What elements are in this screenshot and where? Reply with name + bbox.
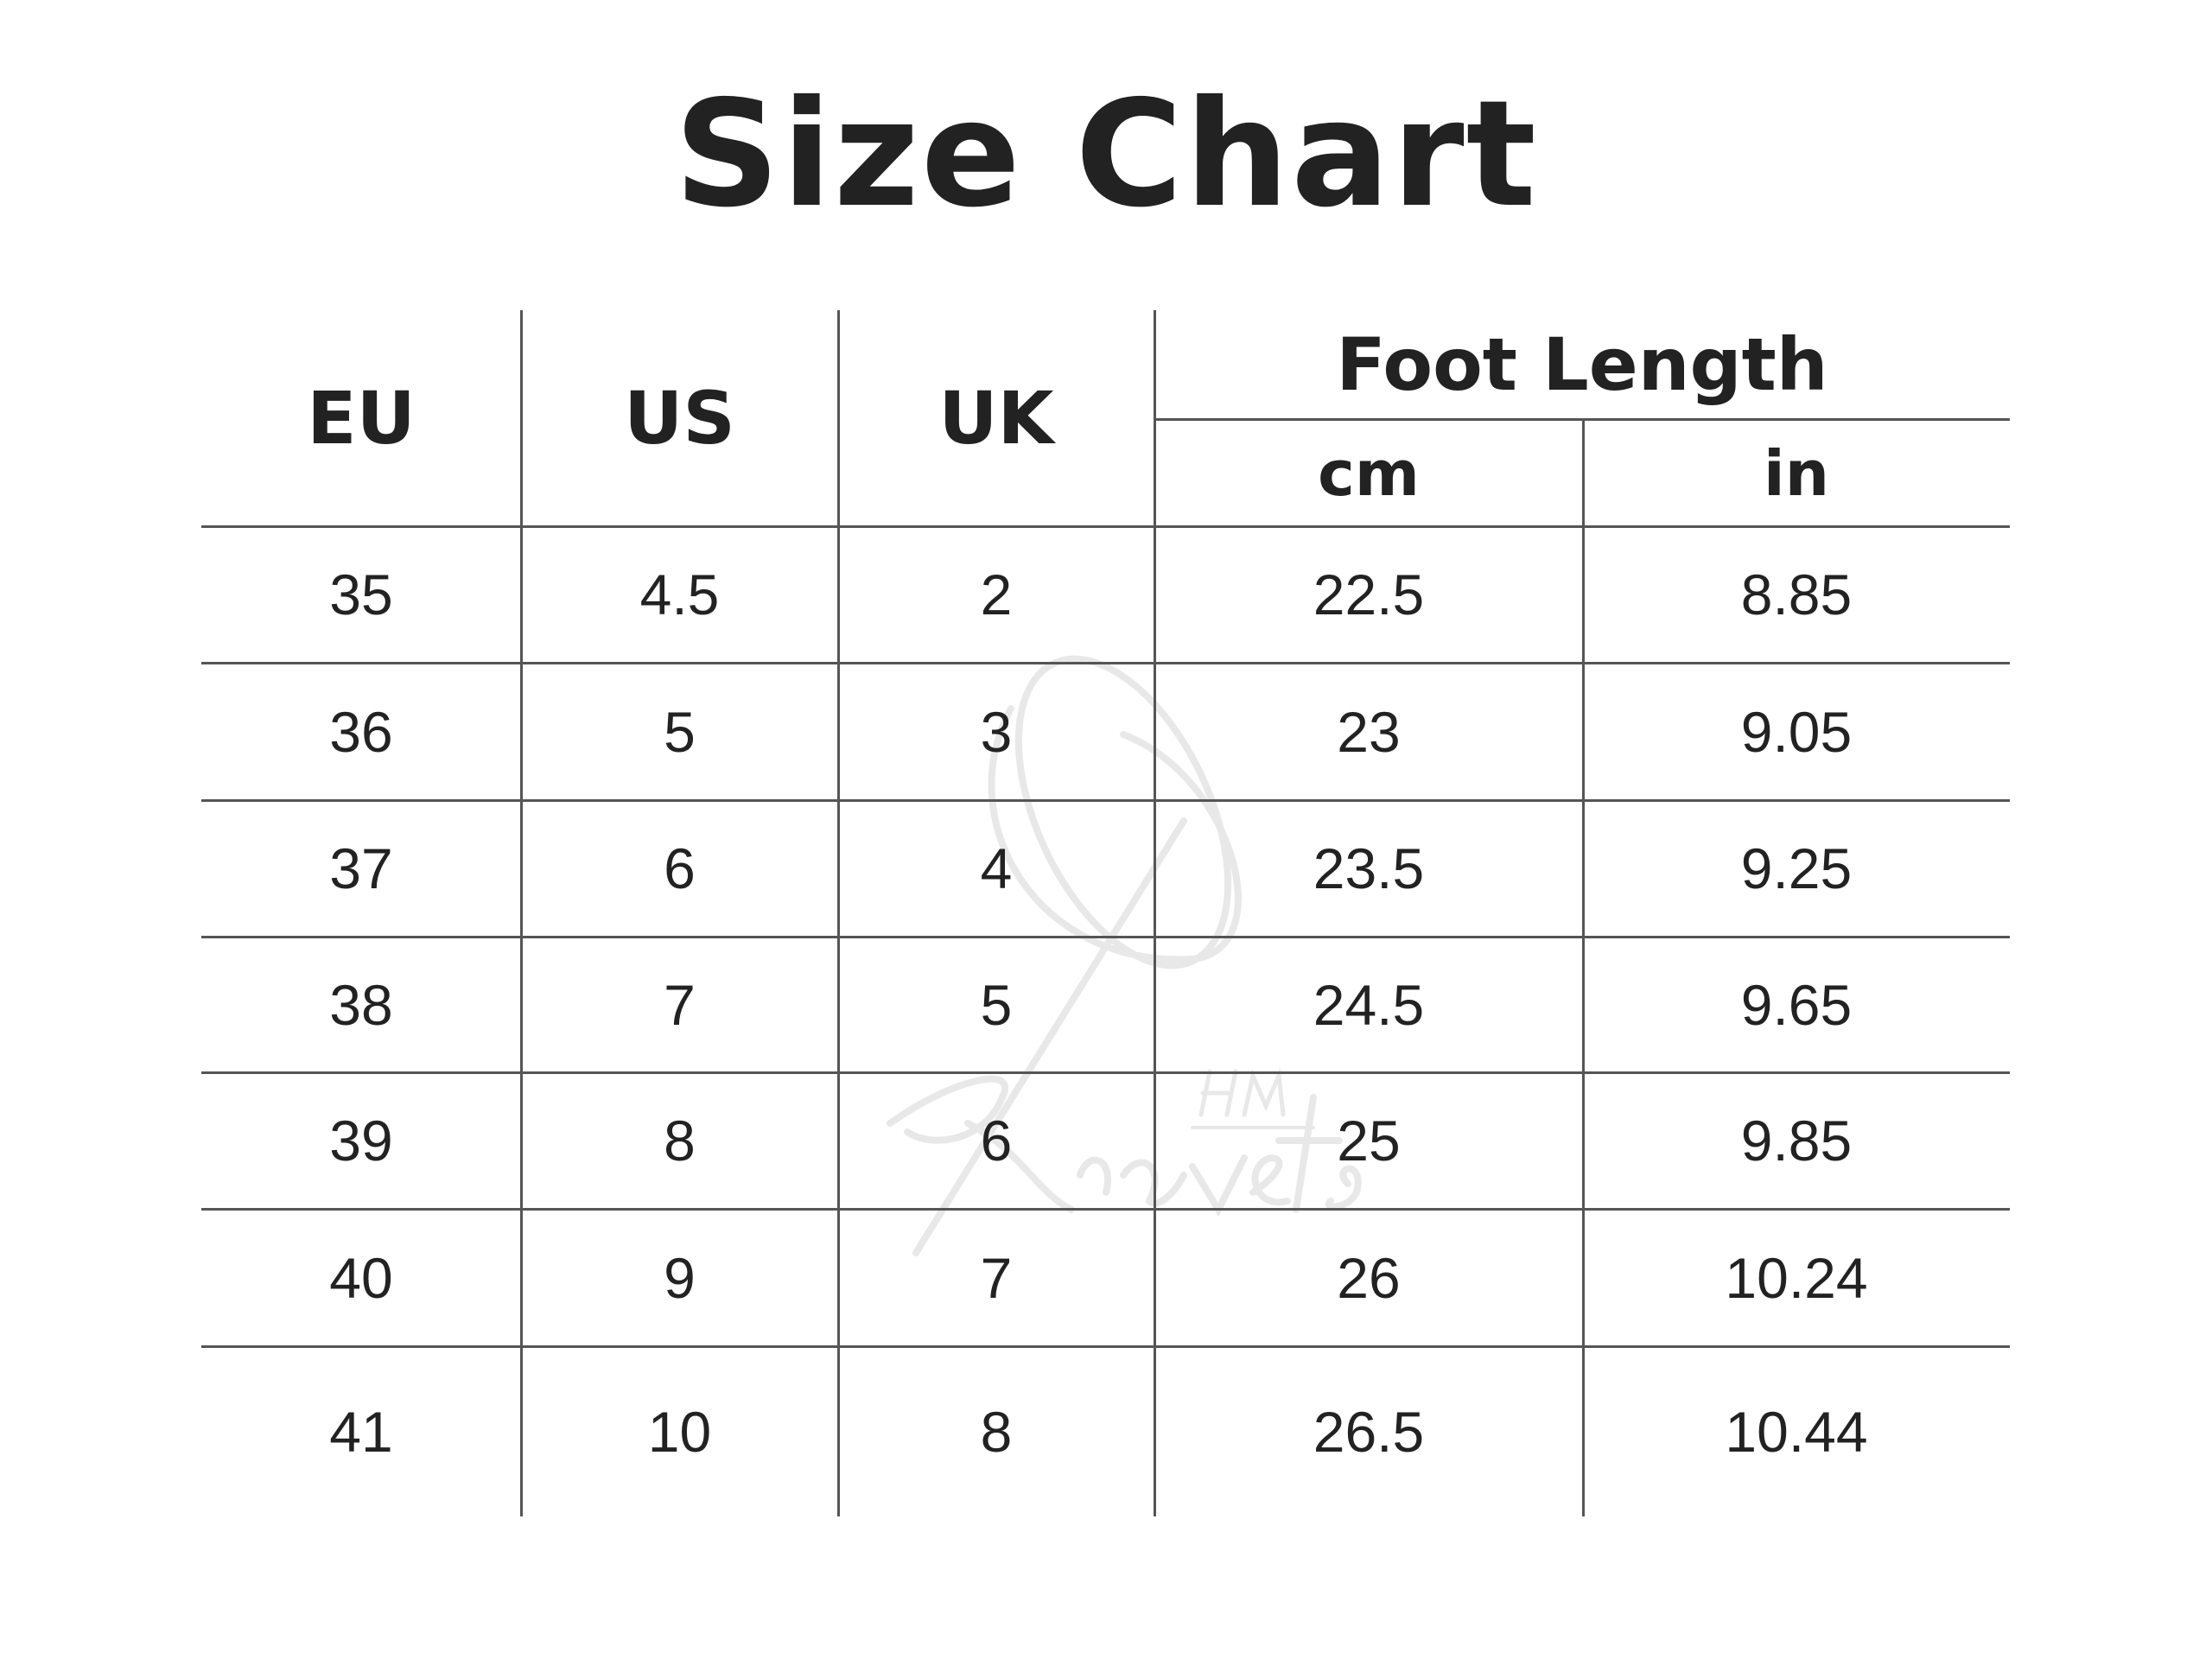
cell-us: 10 xyxy=(647,1399,712,1464)
cell-in: 9.65 xyxy=(1740,972,1853,1037)
cell-uk: 5 xyxy=(980,972,1013,1037)
header-us: US xyxy=(624,376,735,461)
cell-eu: 36 xyxy=(329,699,393,764)
row-divider xyxy=(201,1345,2010,1348)
cell-eu: 41 xyxy=(329,1399,393,1464)
cell-in: 9.25 xyxy=(1740,836,1853,900)
column-divider xyxy=(1154,310,1156,1516)
cell-us: 6 xyxy=(664,836,696,900)
column-divider xyxy=(1582,419,1585,1516)
cell-cm: 24.5 xyxy=(1313,972,1425,1037)
cell-cm: 23 xyxy=(1337,699,1401,764)
cell-in: 9.85 xyxy=(1740,1109,1853,1173)
row-divider xyxy=(201,1071,2010,1074)
header-uk: UK xyxy=(938,376,1054,461)
column-divider xyxy=(520,310,523,1516)
cell-eu: 40 xyxy=(329,1245,393,1310)
row-divider xyxy=(201,662,2010,664)
cell-cm: 26 xyxy=(1337,1245,1401,1310)
row-divider xyxy=(201,1208,2010,1211)
header-divider xyxy=(201,525,2010,528)
cell-cm: 22.5 xyxy=(1313,563,1425,626)
cell-in: 8.85 xyxy=(1740,563,1853,626)
cell-us: 9 xyxy=(664,1245,696,1310)
cell-uk: 3 xyxy=(980,699,1013,764)
cell-uk: 2 xyxy=(980,563,1013,626)
cell-in: 9.05 xyxy=(1740,699,1853,764)
cell-in: 10.24 xyxy=(1725,1245,1868,1310)
cell-uk: 6 xyxy=(980,1109,1013,1173)
cell-cm: 26.5 xyxy=(1313,1399,1425,1464)
cell-eu: 37 xyxy=(329,836,393,900)
cell-us: 7 xyxy=(664,972,696,1037)
cell-eu: 35 xyxy=(329,563,393,626)
cell-us: 4.5 xyxy=(639,563,720,626)
header-in: in xyxy=(1764,437,1829,510)
cell-us: 8 xyxy=(664,1109,696,1173)
cell-us: 5 xyxy=(664,699,696,764)
cell-in: 10.44 xyxy=(1725,1399,1868,1464)
row-divider xyxy=(201,936,2010,938)
cell-eu: 38 xyxy=(329,972,393,1037)
cell-eu: 39 xyxy=(329,1109,393,1173)
cell-uk: 8 xyxy=(980,1399,1013,1464)
cell-uk: 7 xyxy=(980,1245,1013,1310)
row-divider xyxy=(201,799,2010,802)
header-cm: cm xyxy=(1318,437,1420,510)
cell-cm: 23.5 xyxy=(1313,836,1425,900)
cell-cm: 25 xyxy=(1337,1109,1401,1173)
header-foot-length: Foot Length xyxy=(1336,322,1828,407)
cell-uk: 4 xyxy=(980,836,1013,900)
subheader-divider xyxy=(1154,418,2010,421)
column-divider xyxy=(837,310,840,1516)
header-eu: EU xyxy=(307,376,416,461)
page-title: Size Chart xyxy=(674,69,1538,240)
